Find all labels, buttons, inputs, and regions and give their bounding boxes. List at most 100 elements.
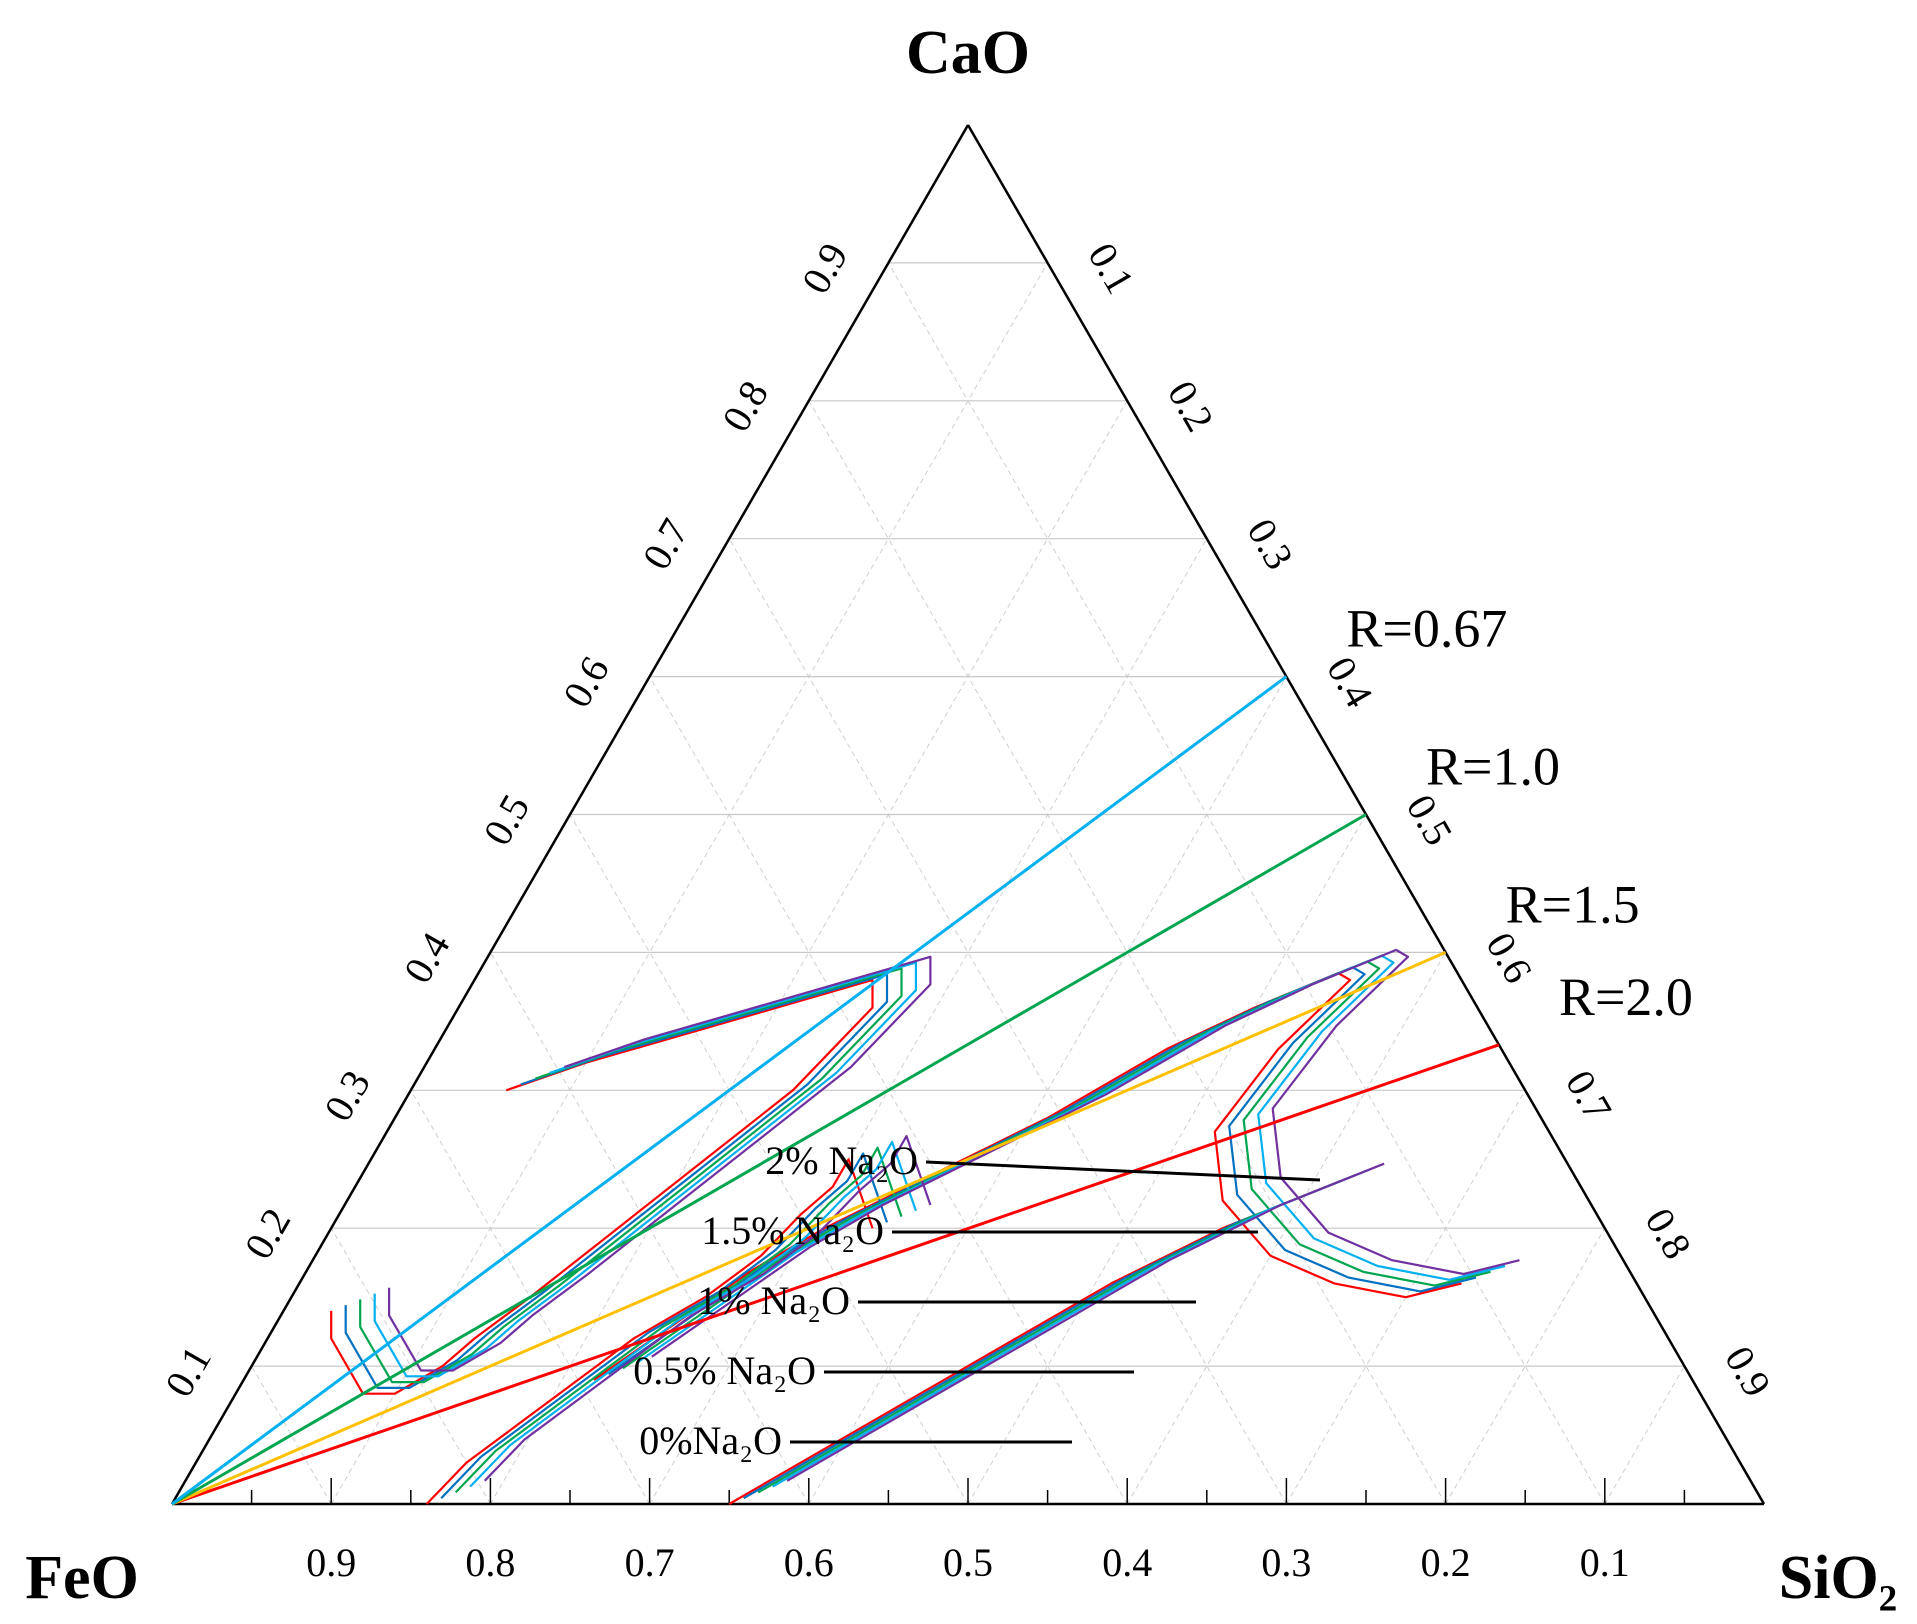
grid-line-sio2-8 — [1445, 1227, 1606, 1505]
tick-left-13 — [688, 595, 698, 609]
tick-left-17 — [847, 319, 857, 333]
tick-left-11 — [609, 733, 618, 746]
tick-left-15 — [768, 457, 777, 471]
contour-right-band-series-5 — [786, 1162, 1385, 1482]
tick-left-16 — [808, 377, 823, 402]
contour-right-band-series-1 — [728, 1185, 1327, 1505]
tick-right-18 — [1670, 1343, 1686, 1367]
tick-label-right-7: 0.7 — [1557, 1063, 1621, 1129]
na2o-labels: 2% Na₂O 1.5% Na₂O 1% Na₂O 0.5% Na₂O 0%Na₂O — [633, 1138, 918, 1463]
contour-upper-left-loop-series-1 — [330, 978, 874, 1395]
tick-label-bottom-8: 0.2 — [1421, 1540, 1471, 1585]
contour-right-band-series-4 — [772, 1168, 1371, 1488]
contour-upper-left-loop-series-3 — [359, 967, 903, 1384]
tick-right-5 — [1159, 457, 1168, 471]
contour-right-band-series-3 — [757, 1174, 1356, 1494]
tick-right-7 — [1238, 595, 1248, 609]
grid-line-sio2-3 — [649, 538, 1208, 1505]
vertex-label-sio2: SiO₂ — [1779, 1544, 1898, 1612]
tick-left-12 — [648, 653, 664, 677]
tick-right-16 — [1591, 1205, 1606, 1229]
tick-label-right-6: 0.6 — [1477, 925, 1541, 991]
vertex-label-cao: CaO — [906, 19, 1030, 87]
tick-left-5 — [370, 1146, 379, 1160]
tick-left-3 — [290, 1284, 300, 1298]
contour-lower-left-curve-series-4 — [469, 1140, 917, 1488]
tick-right-17 — [1636, 1284, 1646, 1298]
tick-marks — [211, 181, 1725, 1504]
tick-label-left-5: 0.5 — [474, 787, 538, 853]
na2o-contours — [330, 948, 1520, 1505]
tick-label-right-9: 0.9 — [1716, 1338, 1780, 1404]
tick-left-10 — [569, 791, 584, 815]
tick-left-14 — [728, 515, 743, 540]
tick-label-left-4: 0.4 — [395, 925, 459, 991]
tick-left-9 — [529, 870, 538, 884]
tick-label-bottom-2: 0.8 — [465, 1540, 515, 1585]
na2o-label-4: 0.5% Na₂O — [633, 1348, 816, 1393]
grid-line-feo-1 — [887, 262, 1606, 1505]
basicity-line-3 — [171, 813, 1367, 1506]
tick-left-8 — [489, 929, 505, 953]
tick-label-left-8: 0.8 — [713, 373, 777, 439]
tick-label-left-6: 0.6 — [554, 649, 618, 715]
tick-label-right-8: 0.8 — [1637, 1201, 1701, 1267]
tick-label-right-5: 0.5 — [1398, 787, 1462, 853]
tick-left-7 — [449, 1008, 459, 1022]
tick-label-left-1: 0.1 — [156, 1338, 220, 1404]
tick-right-10 — [1352, 791, 1367, 815]
tick-left-2 — [250, 1343, 266, 1367]
basicity-label-4: R=0.67 — [1346, 599, 1507, 659]
na2o-leader-lines — [790, 1160, 1321, 1444]
tick-label-left-9: 0.9 — [793, 235, 857, 301]
tick-label-left-7: 0.7 — [634, 511, 698, 577]
tick-left-4 — [330, 1205, 345, 1229]
tick-left-1 — [211, 1422, 220, 1436]
tick-left-18 — [887, 240, 903, 264]
tick-right-19 — [1716, 1422, 1725, 1436]
tick-right-3 — [1079, 319, 1089, 333]
tick-right-6 — [1193, 515, 1208, 540]
na2o-label-2: 1.5% Na₂O — [701, 1208, 884, 1253]
tick-label-bottom-1: 0.9 — [306, 1540, 356, 1585]
tick-label-right-1: 0.1 — [1079, 235, 1143, 301]
tick-left-19 — [927, 181, 936, 195]
contour-lower-left-curve-series-1 — [425, 1158, 874, 1505]
basicity-label-3: R=1.0 — [1426, 737, 1560, 797]
basicity-label-2: R=1.5 — [1506, 874, 1640, 934]
grid-lines — [251, 262, 1685, 1505]
tick-left-6 — [410, 1067, 425, 1091]
vertex-label-feo: FeO — [25, 1544, 139, 1612]
tick-label-right-3: 0.3 — [1239, 511, 1303, 577]
na2o-leader-1 — [925, 1160, 1321, 1182]
na2o-label-1: 2% Na₂O — [765, 1138, 918, 1183]
tick-right-11 — [1398, 870, 1407, 884]
tick-right-13 — [1477, 1008, 1487, 1022]
tick-label-bottom-5: 0.5 — [943, 1540, 993, 1585]
contour-lower-left-curve-series-2 — [440, 1152, 889, 1499]
grid-line-feo-3 — [728, 538, 1287, 1505]
na2o-label-5: 0%Na₂O — [639, 1418, 782, 1463]
basicity-line-1 — [171, 1043, 1500, 1506]
tick-right-4 — [1113, 377, 1128, 402]
tick-right-14 — [1511, 1067, 1526, 1091]
tick-label-bottom-7: 0.3 — [1261, 1540, 1311, 1585]
tick-label-left-2: 0.2 — [236, 1201, 300, 1267]
basicity-line-4 — [171, 675, 1288, 1506]
contour-middle-band-series-5 — [651, 948, 1520, 1358]
tick-right-15 — [1557, 1146, 1566, 1160]
tick-right-12 — [1431, 929, 1447, 953]
tick-label-bottom-6: 0.4 — [1102, 1540, 1152, 1585]
tick-label-bottom-9: 0.1 — [1580, 1540, 1630, 1585]
tick-label-bottom-4: 0.6 — [784, 1540, 834, 1585]
basicity-lines — [171, 675, 1500, 1506]
basicity-line-2 — [171, 951, 1447, 1506]
tick-right-1 — [1000, 181, 1009, 195]
grid-line-feo-8 — [330, 1227, 491, 1505]
contour-upper-left-loop-series-2 — [344, 973, 889, 1389]
tick-label-right-2: 0.2 — [1159, 373, 1223, 439]
contour-lower-left-curve-series-5 — [483, 1135, 932, 1482]
tick-label-left-3: 0.3 — [315, 1063, 379, 1129]
tick-label-bottom-3: 0.7 — [625, 1540, 675, 1585]
